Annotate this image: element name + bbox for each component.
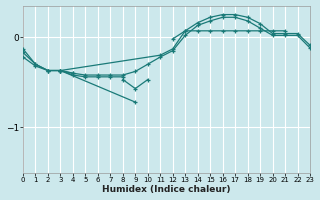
X-axis label: Humidex (Indice chaleur): Humidex (Indice chaleur) xyxy=(102,185,231,194)
